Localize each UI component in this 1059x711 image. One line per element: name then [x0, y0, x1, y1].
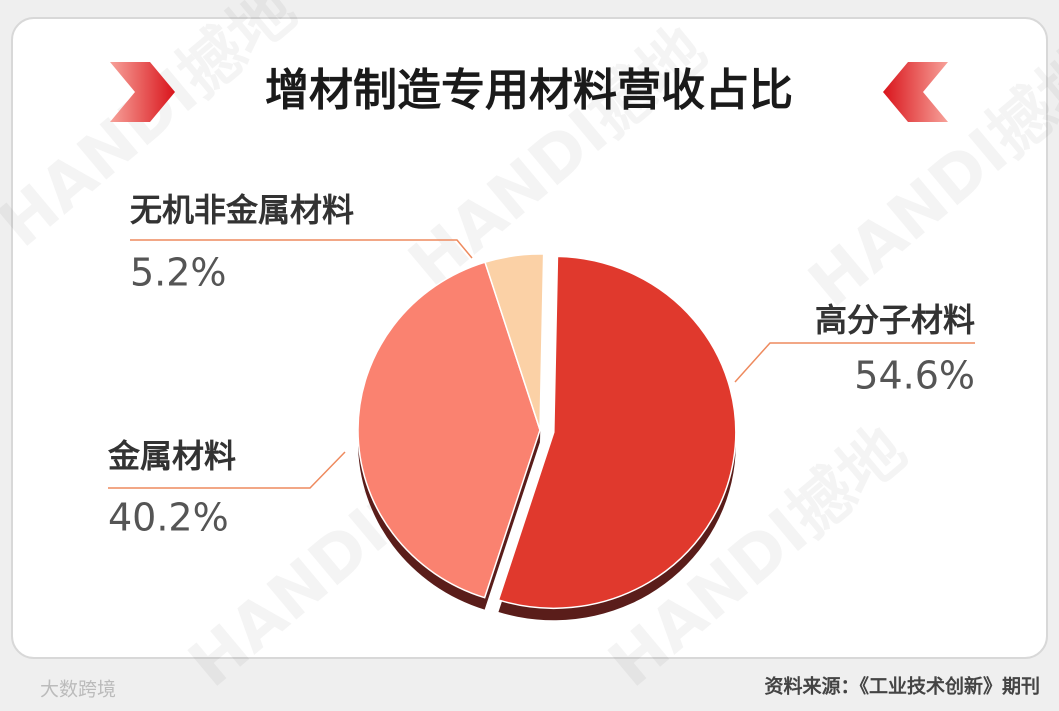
value-label: 40.2%: [108, 496, 229, 540]
chart-title: 增材制造专用材料营收占比: [265, 65, 793, 116]
slice: [484, 253, 545, 431]
left-chevron: [110, 62, 175, 122]
leader-line: [734, 342, 975, 383]
leader-line: [108, 451, 346, 489]
value-label: 5.2%: [130, 251, 227, 295]
slice: [357, 261, 541, 599]
logo-text: 大数跨境: [40, 679, 116, 701]
pie: [357, 253, 737, 621]
slice: [497, 255, 737, 610]
category-label: 无机非金属材料: [130, 191, 354, 229]
category-label: 高分子材料: [815, 301, 975, 339]
source: 资料来源：《工业技术创新》期刊: [764, 675, 1040, 698]
right-chevron: [883, 62, 948, 122]
leader-line: [130, 239, 473, 259]
value-label: 54.6%: [854, 354, 975, 398]
category-label: 金属材料: [107, 437, 236, 475]
